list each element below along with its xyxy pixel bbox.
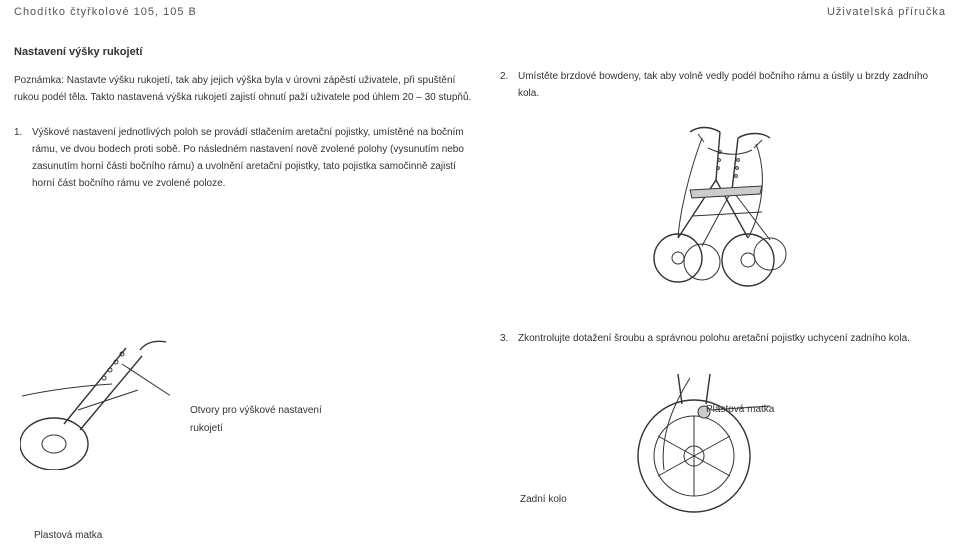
caption-plast-matka-2: Plastová matka — [34, 530, 102, 541]
rear-wheel-illustration — [620, 370, 800, 520]
doc-header-right: Uživatelská příručka — [827, 6, 946, 18]
step-2: 2. Umístěte brzdové bowdeny, tak aby vol… — [500, 68, 940, 102]
doc-header-left: Chodítko čtyřkolové 105, 105 B — [14, 6, 197, 18]
height-adjust-illustration — [20, 320, 170, 470]
step-1-body: Výškové nastavení jednotlivých poloh se … — [32, 124, 479, 192]
section-title: Nastavení výšky rukojetí — [14, 46, 142, 58]
caption-otvory-l2: rukojetí — [190, 420, 350, 438]
step-1-number: 1. — [14, 124, 32, 192]
step-2-body: Umístěte brzdové bowdeny, tak aby volně … — [518, 68, 940, 102]
step-3: 3. Zkontrolujte dotažení šroubu a správn… — [500, 330, 940, 347]
step-2-number: 2. — [500, 68, 518, 102]
note-text: Poznámka: Nastavte výšku rukojetí, tak a… — [14, 72, 479, 106]
step-3-body: Zkontrolujte dotažení šroubu a správnou … — [518, 330, 940, 347]
caption-plast-matka-1: Plastová matka — [706, 404, 774, 415]
rollator-illustration — [620, 120, 820, 292]
caption-otvory: Otvory pro výškové nastavení rukojetí — [190, 402, 350, 438]
caption-zadni-kolo: Zadní kolo — [520, 494, 567, 505]
step-3-number: 3. — [500, 330, 518, 347]
right-column: 2. Umístěte brzdové bowdeny, tak aby vol… — [500, 68, 940, 102]
left-column: Poznámka: Nastavte výšku rukojetí, tak a… — [14, 72, 479, 192]
caption-otvory-l1: Otvory pro výškové nastavení — [190, 402, 350, 420]
step-1: 1. Výškové nastavení jednotlivých poloh … — [14, 124, 479, 192]
